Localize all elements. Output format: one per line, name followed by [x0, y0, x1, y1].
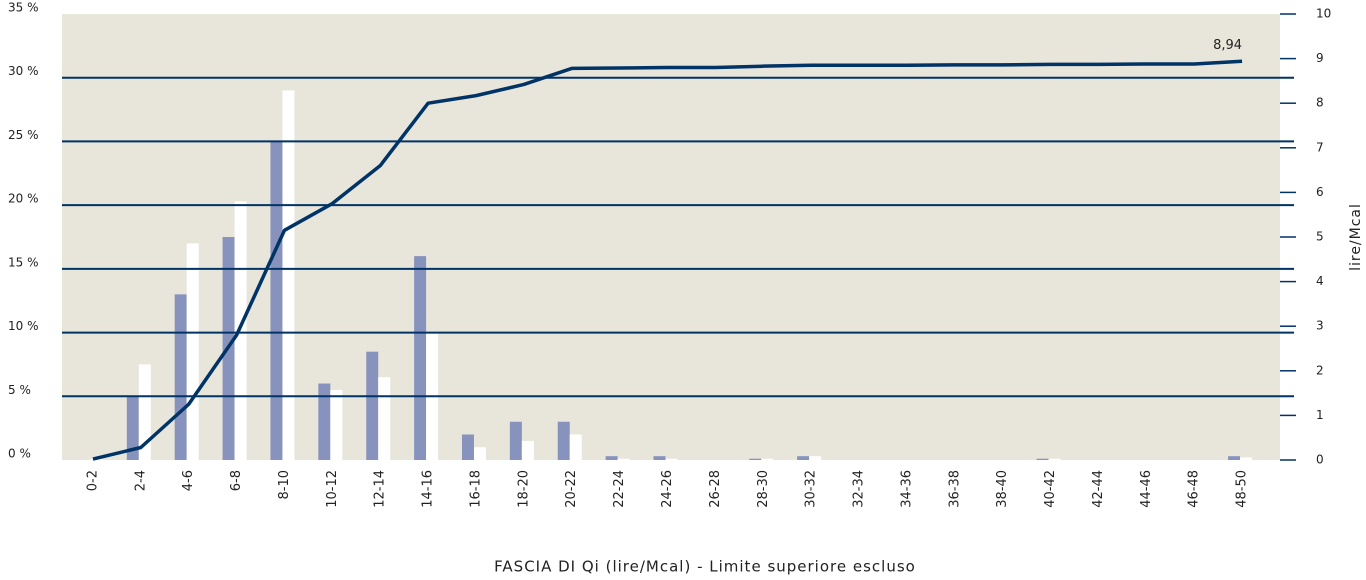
- x-tick-label: 18-20: [516, 470, 531, 508]
- y2-tick-label: 0: [1316, 453, 1324, 467]
- bar: [330, 389, 343, 460]
- bar: [617, 458, 630, 460]
- x-tick-label: 26-28: [708, 470, 723, 508]
- bar: [1036, 458, 1049, 460]
- bar: [126, 396, 139, 460]
- y2-tick-label: 3: [1316, 319, 1324, 333]
- x-tick-label: 40-42: [1043, 470, 1058, 508]
- y2-tick-label: 1: [1316, 408, 1324, 422]
- line: [92, 59, 1243, 461]
- bar: [1048, 458, 1061, 460]
- bar: [605, 456, 618, 460]
- x-tick-label: 0-2: [85, 470, 100, 491]
- y2-tick-label: 10: [1316, 7, 1331, 21]
- x-tick-label: 14-16: [421, 470, 436, 508]
- y2-tick-label: 4: [1316, 274, 1324, 288]
- x-tick-label: 32-34: [852, 470, 867, 508]
- x-tick-label: 30-32: [804, 470, 819, 508]
- y-tick-label: 0 %: [8, 447, 31, 461]
- x-tick-label: 34-36: [899, 470, 914, 508]
- bar: [366, 351, 379, 460]
- y-tick-label: 25 %: [8, 128, 39, 142]
- x-tick-label: 48-50: [1235, 470, 1250, 508]
- bar: [1240, 457, 1253, 460]
- y2-tick-label: 9: [1316, 51, 1324, 65]
- bar: [509, 421, 522, 460]
- bar: [138, 364, 151, 460]
- plot-area: [62, 14, 1280, 460]
- bar: [186, 243, 199, 460]
- x-tick-label: 4-6: [181, 470, 196, 491]
- bar: [174, 294, 187, 460]
- bar: [1228, 456, 1241, 460]
- x-tick-label: 36-38: [947, 470, 962, 508]
- x-tick-label: 16-18: [468, 470, 483, 508]
- x-tick-label: 6-8: [229, 470, 244, 491]
- bar: [414, 256, 427, 460]
- bar: [761, 458, 774, 460]
- bar: [282, 90, 295, 460]
- bar: [557, 421, 570, 460]
- bar: [665, 458, 678, 460]
- y2-tick-label: 8: [1316, 96, 1324, 110]
- x-tick-label: 44-46: [1139, 470, 1154, 508]
- bar: [749, 458, 762, 460]
- x-tick-label: 28-30: [756, 470, 771, 508]
- y-tick-label: 35 %: [8, 1, 39, 15]
- bar: [270, 141, 283, 460]
- y2-tick-label: 5: [1316, 230, 1324, 244]
- bar: [797, 456, 810, 460]
- y2-tick-label: 7: [1316, 140, 1324, 154]
- y-tick-label: 5 %: [8, 383, 31, 397]
- bar: [318, 383, 331, 460]
- x-tick-label: 38-40: [995, 470, 1010, 508]
- y-tick-label: 20 %: [8, 192, 39, 206]
- y-tick-label: 15 %: [8, 255, 39, 269]
- x-tick-label: 22-24: [612, 470, 627, 508]
- x-tick-label: 46-48: [1187, 470, 1202, 508]
- y2-axis-title: lire/Mcal: [1348, 203, 1364, 271]
- y2-tick-label: 6: [1316, 185, 1324, 199]
- bar: [234, 201, 247, 460]
- bar: [378, 377, 391, 460]
- x-tick-label: 42-44: [1091, 470, 1106, 508]
- x-tick-label: 2-4: [133, 470, 148, 491]
- bar: [521, 440, 534, 460]
- bar: [473, 447, 486, 460]
- bar: [809, 456, 822, 460]
- bar: [461, 434, 474, 460]
- bar: [653, 456, 666, 460]
- x-tick-label: 10-12: [325, 470, 340, 508]
- y-tick-label: 10 %: [8, 319, 39, 333]
- x-axis-title: FASCIA DI Qi (lire/Mcal) - Limite superi…: [494, 558, 916, 576]
- bar: [569, 434, 582, 460]
- x-tick-label: 20-22: [564, 470, 579, 508]
- x-tick-label: 12-14: [373, 470, 388, 508]
- data-label: 8,94: [1213, 38, 1242, 53]
- y-tick-label: 30 %: [8, 64, 39, 78]
- x-tick-label: 24-26: [660, 470, 675, 508]
- x-tick-label: 8-10: [277, 470, 292, 500]
- y2-tick-label: 2: [1316, 363, 1324, 377]
